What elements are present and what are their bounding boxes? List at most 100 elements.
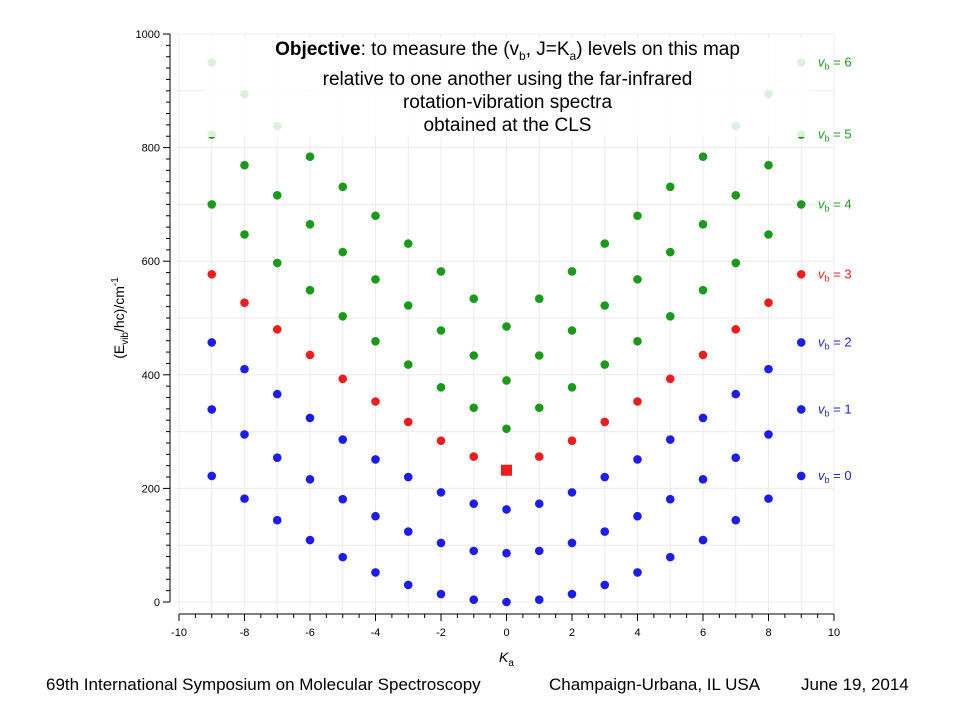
legend-label-vb6: vb = 6 bbox=[818, 54, 852, 71]
data-point bbox=[534, 294, 544, 303]
data-point bbox=[665, 247, 675, 257]
data-point bbox=[534, 499, 544, 509]
data-point bbox=[698, 152, 708, 161]
data-point bbox=[567, 589, 577, 599]
data-point bbox=[240, 160, 249, 170]
data-point bbox=[764, 160, 773, 170]
x-tick-label: -6 bbox=[305, 627, 315, 639]
data-point bbox=[207, 471, 217, 481]
data-point bbox=[305, 535, 315, 545]
data-point bbox=[371, 511, 380, 521]
x-tick-label: 2 bbox=[569, 627, 575, 639]
data-point bbox=[403, 239, 413, 248]
data-point bbox=[567, 326, 577, 335]
data-point bbox=[600, 417, 610, 427]
data-point bbox=[665, 311, 675, 321]
data-point bbox=[305, 475, 315, 484]
data-point bbox=[502, 548, 511, 558]
data-point bbox=[600, 527, 610, 536]
data-point bbox=[600, 472, 610, 482]
data-point bbox=[502, 597, 511, 607]
data-point bbox=[534, 452, 544, 461]
data-point bbox=[698, 285, 708, 295]
data-point bbox=[764, 430, 773, 439]
data-point bbox=[698, 219, 708, 229]
data-point bbox=[403, 527, 413, 536]
data-point bbox=[600, 239, 610, 248]
data-point bbox=[338, 247, 348, 257]
data-point bbox=[764, 364, 773, 374]
x-tick-label: 0 bbox=[503, 627, 509, 639]
objective-text: Objective: to measure the (vb, J=Ka) lev… bbox=[205, 38, 810, 137]
data-point bbox=[338, 374, 348, 384]
y-tick-label: 200 bbox=[142, 483, 160, 495]
objective-line-1: Objective: to measure the (vb, J=Ka) lev… bbox=[275, 39, 740, 63]
legend-label-vb3: vb = 3 bbox=[818, 266, 852, 283]
data-point bbox=[764, 230, 773, 239]
y-axis-title: (Evib/hc)/cm-1 bbox=[110, 277, 131, 359]
data-point bbox=[436, 589, 446, 599]
data-point bbox=[469, 499, 479, 509]
footer-date: June 19, 2014 bbox=[801, 675, 909, 694]
data-point bbox=[534, 351, 544, 360]
data-point bbox=[207, 269, 217, 279]
legend-label-vb0: vb = 0 bbox=[818, 468, 852, 485]
data-point bbox=[764, 298, 773, 307]
data-point bbox=[633, 511, 642, 521]
footer-location: Champaign-Urbana, IL USA bbox=[549, 675, 761, 694]
data-point bbox=[436, 382, 446, 392]
data-point bbox=[665, 494, 675, 504]
data-point bbox=[469, 546, 479, 556]
data-point bbox=[371, 455, 380, 464]
data-point bbox=[207, 405, 217, 414]
data-point bbox=[469, 595, 479, 605]
y-tick-label: 1000 bbox=[136, 29, 160, 41]
data-point bbox=[436, 436, 446, 445]
data-point bbox=[305, 285, 315, 295]
data-point bbox=[371, 568, 380, 577]
data-point bbox=[436, 326, 446, 335]
x-tick-label: -2 bbox=[436, 627, 446, 639]
data-point bbox=[731, 453, 741, 463]
data-point bbox=[534, 403, 544, 413]
data-point bbox=[403, 301, 413, 310]
x-tick-label: -10 bbox=[171, 627, 187, 639]
data-point bbox=[796, 200, 806, 209]
data-point bbox=[600, 580, 610, 590]
data-point bbox=[665, 552, 675, 562]
data-point bbox=[305, 413, 315, 423]
data-point bbox=[665, 435, 675, 444]
legend: vb = 0 vb = 1 vb = 2 vb = 3 vb = 4 vb = 5 vb =… bbox=[818, 54, 852, 485]
data-point bbox=[633, 336, 642, 346]
data-point bbox=[698, 535, 708, 545]
data-point bbox=[338, 552, 348, 562]
data-point bbox=[305, 350, 315, 360]
data-point bbox=[338, 311, 348, 321]
x-tick-label: 6 bbox=[700, 627, 706, 639]
x-tick-label: 4 bbox=[634, 627, 640, 639]
data-point bbox=[567, 382, 577, 392]
data-point bbox=[469, 452, 479, 461]
data-point bbox=[338, 182, 348, 192]
data-point bbox=[796, 471, 806, 481]
data-point bbox=[534, 595, 544, 605]
legend-label-vb5: vb = 5 bbox=[818, 127, 852, 144]
x-tick-label: -4 bbox=[371, 627, 381, 639]
data-point bbox=[240, 298, 249, 307]
data-point bbox=[567, 488, 577, 497]
data-point bbox=[240, 494, 249, 503]
y-tick-label: 600 bbox=[142, 256, 160, 268]
data-point bbox=[272, 191, 282, 200]
data-point bbox=[469, 403, 479, 413]
data-point bbox=[731, 325, 741, 334]
data-point bbox=[338, 435, 348, 444]
data-point bbox=[371, 211, 380, 221]
objective-line-2: relative to one another using the far-in… bbox=[322, 68, 693, 90]
data-point bbox=[633, 275, 642, 284]
data-point bbox=[731, 515, 741, 525]
data-point bbox=[403, 417, 413, 427]
data-point bbox=[796, 405, 806, 414]
x-axis-title: Ka bbox=[499, 649, 514, 669]
x-tick-label: -8 bbox=[240, 627, 250, 639]
data-point bbox=[534, 546, 544, 556]
